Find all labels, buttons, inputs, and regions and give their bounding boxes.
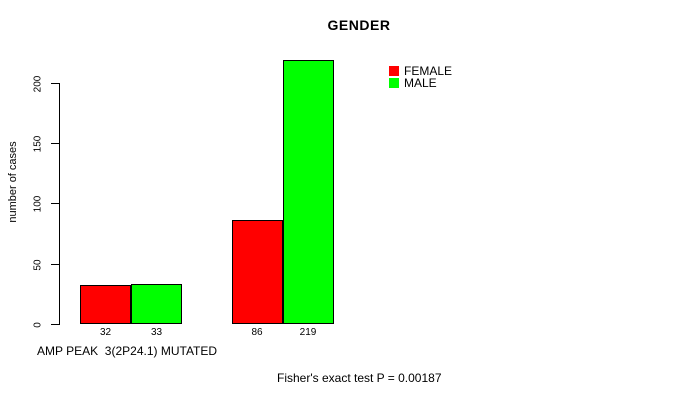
y-tick-mark bbox=[51, 143, 59, 144]
bar-value-label: 219 bbox=[299, 327, 317, 338]
legend-item-female: FEMALE bbox=[389, 64, 453, 78]
y-tick-label: 150 bbox=[32, 135, 44, 152]
y-axis-label: number of cases bbox=[7, 141, 19, 223]
y-tick-label: 50 bbox=[32, 258, 44, 271]
y-tick-label: 100 bbox=[32, 195, 44, 212]
y-tick-mark bbox=[51, 264, 59, 265]
bar-value-label: 86 bbox=[251, 327, 263, 338]
y-axis-line bbox=[59, 83, 60, 325]
bar-female bbox=[80, 285, 131, 324]
y-tick-label: 0 bbox=[32, 321, 44, 328]
fisher-test-annotation: Fisher's exact test P = 0.00187 bbox=[277, 371, 442, 385]
x-axis-label: AMP PEAK 3(2P24.1) MUTATED bbox=[37, 344, 218, 358]
male-color-swatch bbox=[389, 78, 399, 88]
y-tick-mark bbox=[51, 203, 59, 204]
legend-label-female: FEMALE bbox=[404, 64, 453, 78]
legend: FEMALE MALE bbox=[389, 64, 453, 90]
bar-value-label: 32 bbox=[99, 327, 112, 338]
y-tick-label: 200 bbox=[32, 75, 44, 92]
bar-female bbox=[231, 220, 283, 324]
bar-value-label: 33 bbox=[150, 327, 163, 338]
y-tick-mark bbox=[51, 324, 59, 325]
female-color-swatch bbox=[389, 66, 399, 76]
bar-male bbox=[282, 60, 334, 324]
bar-male bbox=[131, 284, 182, 324]
y-tick-mark bbox=[51, 83, 59, 84]
legend-label-male: MALE bbox=[404, 76, 437, 90]
chart-title: GENDER bbox=[327, 17, 391, 33]
legend-item-male: MALE bbox=[389, 76, 452, 90]
